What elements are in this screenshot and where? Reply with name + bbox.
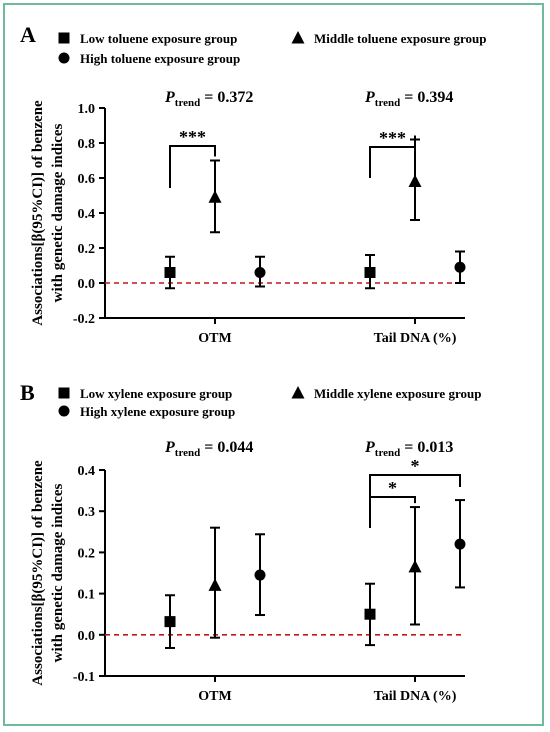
- significance-label: *: [388, 478, 397, 498]
- p-trend-label: Ptrend = 0.013: [364, 439, 453, 459]
- data-point-circle: [454, 538, 466, 550]
- y-tick-label: 0.0: [78, 277, 96, 292]
- y-tick-label: 0.4: [78, 464, 96, 479]
- p-trend-label: Ptrend = 0.044: [164, 439, 253, 459]
- y-tick-label: 0.4: [78, 207, 96, 222]
- panel-label: A: [20, 22, 36, 47]
- legend-marker-square: [58, 387, 70, 399]
- p-trend-label: Ptrend = 0.394: [364, 89, 453, 109]
- y-axis-label-line1: Associations[β(95%CI)] of benzene: [30, 460, 46, 686]
- y-tick-label: -0.2: [73, 312, 95, 327]
- legend-marker-square: [58, 32, 70, 44]
- legend-marker-triangle: [291, 386, 305, 399]
- significance-label: ***: [179, 127, 206, 147]
- data-point-square: [164, 267, 176, 278]
- legend-marker-circle: [58, 52, 70, 64]
- legend-entry: High toluene exposure group: [80, 51, 240, 66]
- y-tick-label: 0.2: [78, 242, 96, 257]
- category-label: Tail DNA (%): [374, 689, 457, 704]
- data-point-triangle: [208, 190, 222, 203]
- significance-label: *: [411, 456, 420, 476]
- chart-panel-B: B Low xylene exposure group Middle xylene …: [20, 380, 481, 704]
- y-tick-label: -0.1: [73, 670, 95, 685]
- legend-entry: High xylene exposure group: [80, 404, 235, 419]
- y-tick-label: 0.0: [78, 629, 96, 644]
- data-point-triangle: [408, 559, 422, 573]
- p-trend-label: Ptrend = 0.372: [164, 89, 253, 109]
- data-point-square: [364, 267, 376, 278]
- panel-label: B: [20, 380, 35, 405]
- y-axis-label-line2: with genetic damage indices: [50, 123, 66, 302]
- data-point-circle: [254, 267, 266, 278]
- significance-bracket: [369, 474, 461, 528]
- legend-marker-triangle: [291, 31, 305, 44]
- y-tick-label: 0.6: [78, 172, 96, 187]
- significance-label: ***: [379, 128, 406, 148]
- y-axis-label-line1: Associations[β(95%CI)] of benzene: [30, 100, 46, 326]
- significance-bracket: [369, 135, 416, 178]
- category-label: Tail DNA (%): [374, 331, 457, 346]
- category-label: OTM: [198, 331, 231, 346]
- chart-panel-A: A Low toluene exposure group Middle toluen…: [20, 22, 487, 346]
- data-point-circle: [254, 569, 266, 581]
- data-point-square: [164, 616, 176, 628]
- significance-bracket: [169, 145, 216, 188]
- significance-bracket: [369, 496, 416, 528]
- y-tick-label: 0.8: [78, 137, 96, 152]
- legend-entry: Low toluene exposure group: [80, 31, 237, 46]
- legend-marker-circle: [58, 405, 70, 417]
- data-point-triangle: [408, 174, 422, 187]
- y-tick-label: 0.2: [78, 546, 96, 561]
- legend-entry: Low xylene exposure group: [80, 386, 232, 401]
- data-point-triangle: [208, 578, 222, 591]
- figure-frame: [3, 3, 544, 726]
- y-tick-label: 1.0: [78, 102, 96, 117]
- y-tick-label: 0.1: [78, 588, 96, 603]
- legend-entry: Middle xylene exposure group: [314, 386, 481, 401]
- y-tick-label: 0.3: [78, 505, 96, 520]
- legend-entry: Middle toluene exposure group: [314, 31, 487, 46]
- y-axis-label-line2: with genetic damage indices: [50, 483, 66, 662]
- data-point-circle: [454, 261, 466, 273]
- category-label: OTM: [198, 689, 231, 704]
- data-point-square: [364, 608, 376, 620]
